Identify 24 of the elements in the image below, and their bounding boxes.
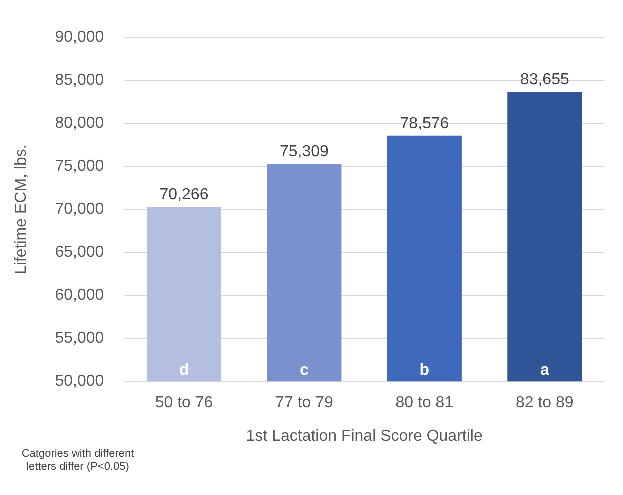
- annotation: c: [300, 362, 310, 380]
- x-tick-label: 82 to 89: [516, 394, 574, 412]
- data-label: 75,309: [280, 143, 330, 160]
- y-tick-label: 90,000: [55, 29, 104, 46]
- x-tick-label: 50 to 76: [155, 394, 214, 412]
- y-tick-label: 60,000: [55, 287, 104, 304]
- y-tick-label: 85,000: [55, 72, 104, 90]
- y-tick-label: 65,000: [55, 244, 104, 262]
- text: Catgories with different letters differ (P<0.05): [20, 448, 136, 474]
- y-tick-label: 50,000: [55, 373, 104, 390]
- y-tick-label: 55,000: [55, 330, 104, 348]
- x-axis-title: 1st Lactation Final Score Quartile: [246, 428, 483, 445]
- data-label: 78,576: [400, 115, 450, 132]
- data-label: 83,655: [520, 72, 570, 89]
- y-tick-label: 80,000: [55, 115, 104, 132]
- y-tick-label: 75,000: [55, 158, 104, 176]
- x-tick-label: 80 to 81: [396, 394, 454, 412]
- x-tick-label: 77 to 79: [276, 394, 334, 412]
- annotation: b: [420, 362, 430, 380]
- annotation: d: [179, 362, 190, 380]
- y-tick-label: 70,000: [55, 201, 104, 218]
- y-axis-title: Lifetime ECM, lbs.: [13, 144, 30, 275]
- data-label: 70,266: [160, 186, 209, 204]
- annotation: a: [540, 362, 550, 380]
